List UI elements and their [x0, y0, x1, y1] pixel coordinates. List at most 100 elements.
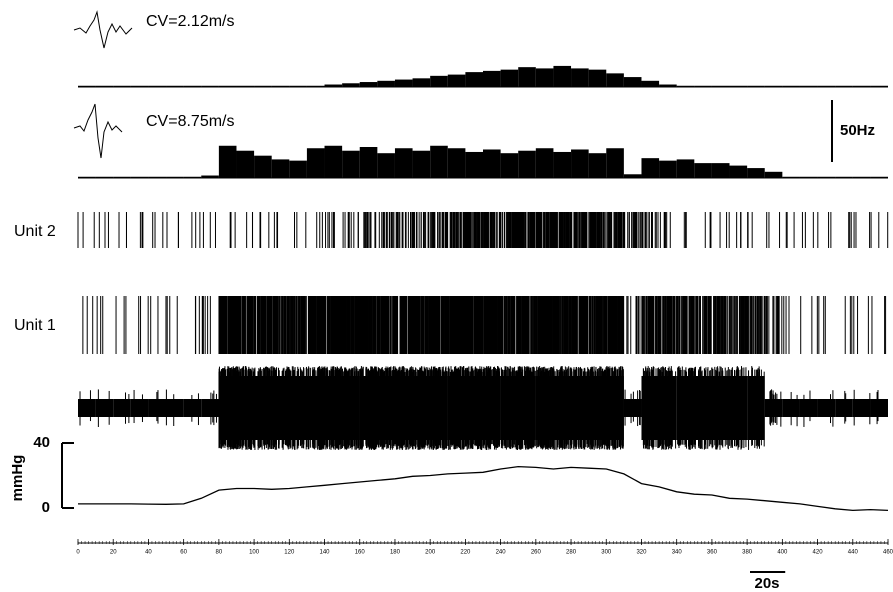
histogram-bar — [641, 158, 660, 178]
x-tick-label: 420 — [813, 550, 824, 556]
histogram-bar — [588, 69, 607, 87]
histogram-bar — [342, 150, 360, 178]
x-tick-label: 240 — [496, 550, 507, 556]
histogram-bar — [324, 145, 343, 178]
scale-bar-label: 50Hz — [840, 122, 875, 139]
histogram-bar — [571, 68, 589, 87]
raw-trace-band — [113, 399, 131, 417]
raw-trace-band — [835, 399, 853, 417]
histogram-bar — [254, 85, 272, 87]
histogram-bar — [676, 85, 695, 87]
histogram-bar — [623, 77, 642, 87]
histogram-bar — [553, 65, 572, 87]
histogram-bar — [852, 85, 871, 87]
histogram-bar — [694, 163, 712, 178]
histogram-bar — [729, 85, 748, 87]
histogram-bar — [447, 148, 466, 178]
raw-trace-band — [623, 399, 642, 417]
unit-label: Unit 2 — [14, 223, 56, 240]
histogram-bar — [324, 84, 343, 87]
histogram-bar — [95, 176, 114, 178]
histogram-bar — [817, 176, 836, 178]
histogram-bar — [659, 84, 677, 87]
raw-trace-band — [130, 399, 149, 417]
histogram-bar — [236, 85, 255, 87]
histogram-bar — [817, 85, 836, 87]
histogram-bar — [535, 148, 554, 178]
histogram-bar — [271, 85, 290, 87]
x-tick-label: 200 — [425, 550, 436, 556]
histogram-bar — [588, 153, 607, 178]
raw-trace-band — [201, 399, 219, 417]
histogram-bar — [430, 145, 448, 178]
histogram-bar — [659, 160, 677, 178]
histogram-bar — [782, 176, 800, 178]
x-tick-label: 380 — [742, 550, 753, 556]
x-tick-label: 220 — [460, 550, 471, 556]
histogram-bar — [747, 168, 765, 178]
x-tick-label: 100 — [249, 550, 260, 556]
histogram-bar — [447, 74, 466, 87]
histogram-bar — [218, 85, 237, 87]
x-tick-label: 320 — [636, 550, 647, 556]
histogram-bar — [113, 85, 131, 87]
histogram-bar — [377, 153, 395, 178]
histogram-bar — [148, 85, 167, 87]
histogram-bar — [78, 85, 96, 87]
y-axis-label: mmHg — [9, 455, 26, 502]
raw-trace-band — [78, 399, 96, 417]
histogram-bar — [236, 150, 255, 178]
x-tick-label: 80 — [216, 550, 223, 556]
histogram-bar — [500, 69, 519, 87]
histogram-bar — [835, 176, 853, 178]
histogram-bar — [359, 82, 378, 87]
histogram-bar — [148, 176, 167, 178]
waveform-icon — [73, 10, 133, 49]
histogram-bar — [465, 151, 483, 178]
histogram-bar — [729, 165, 748, 178]
unit-cv-label: CV=8.75m/s — [146, 113, 234, 130]
x-tick-label: 280 — [566, 550, 577, 556]
histogram-bar — [430, 75, 448, 87]
histogram-bar — [782, 85, 800, 87]
histogram-bar — [289, 85, 307, 87]
histogram-bar — [166, 176, 184, 178]
raw-trace-band — [799, 399, 818, 417]
histogram-bar — [500, 153, 519, 178]
x-tick-label: 180 — [390, 550, 401, 556]
raw-trace-band — [183, 399, 202, 417]
x-tick-label: 60 — [180, 550, 187, 556]
histogram-bar — [764, 85, 783, 87]
x-tick-label: 20 — [110, 550, 117, 556]
histogram-bar — [799, 176, 818, 178]
raw-trace-band — [166, 399, 184, 417]
histogram-bar — [747, 85, 765, 87]
histogram-bar — [342, 83, 360, 87]
raw-trace-band — [852, 399, 871, 417]
waveform-icon — [73, 103, 123, 159]
pressure-line — [78, 465, 889, 512]
histogram-bar — [870, 176, 888, 178]
histogram-bar — [483, 149, 501, 178]
histogram-bar — [465, 72, 483, 87]
x-tick-label: 40 — [145, 550, 152, 556]
histogram-bar — [518, 67, 536, 87]
histogram-bar — [394, 148, 413, 178]
histogram-bar — [571, 149, 589, 178]
histogram-bar — [183, 85, 202, 87]
x-tick-label: 340 — [672, 550, 683, 556]
x-tick-label: 440 — [848, 550, 859, 556]
histogram-bar — [711, 85, 730, 87]
histogram-bar — [835, 85, 853, 87]
x-tick-label: 400 — [777, 550, 788, 556]
histogram-bar — [694, 85, 712, 87]
x-tick-label: 460 — [883, 550, 893, 556]
unit-cv-label: CV=2.12m/s — [146, 13, 234, 30]
x-tick-label: 260 — [531, 550, 542, 556]
scale-bar-label: 20s — [754, 575, 779, 592]
histogram-bar — [394, 79, 413, 87]
histogram-bar — [130, 85, 149, 87]
histogram-bar — [377, 80, 395, 87]
histogram-bar — [166, 85, 184, 87]
